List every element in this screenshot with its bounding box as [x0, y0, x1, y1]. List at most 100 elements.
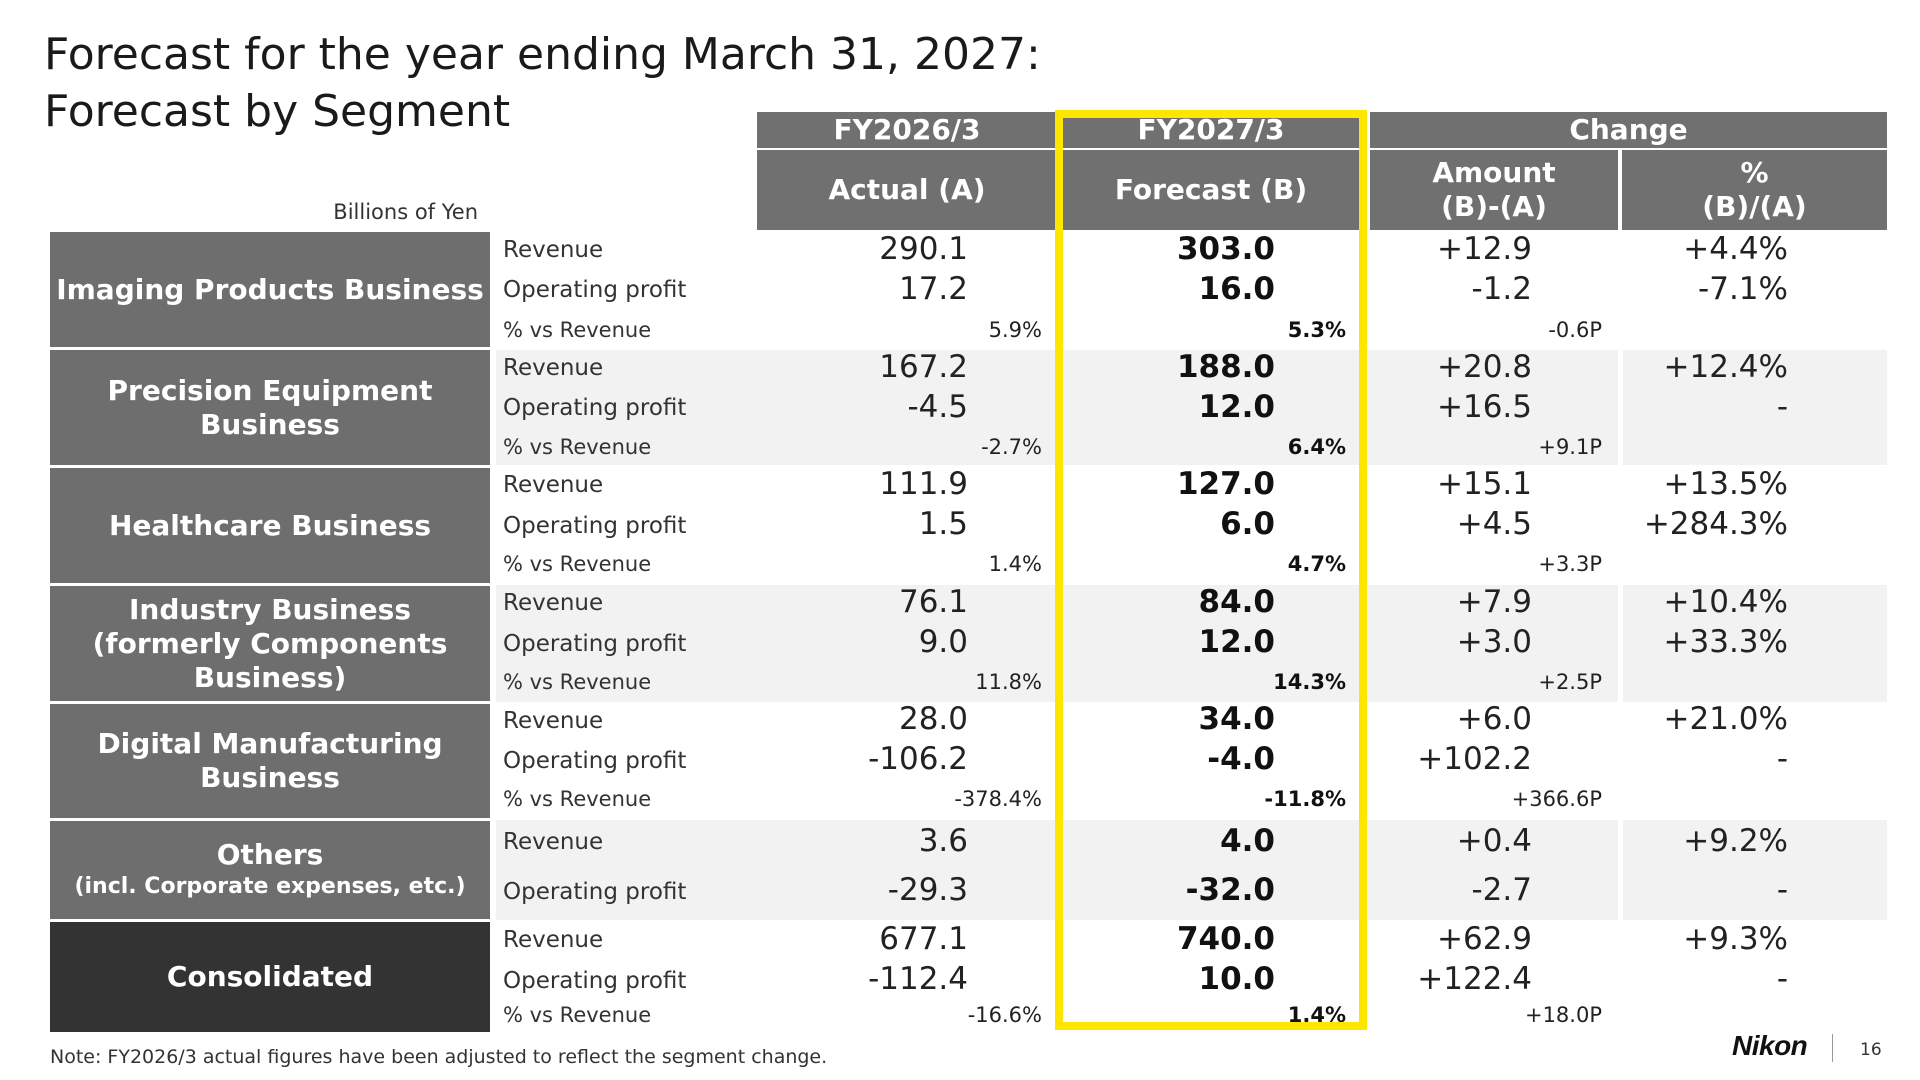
precision-margin-actual: -2.7%: [981, 435, 1042, 459]
healthcare-rev-actual: 111.9: [879, 466, 968, 502]
segment-consolidated: Consolidated: [50, 922, 490, 1032]
consolidated-margin-forecast: 1.4%: [1287, 1003, 1346, 1027]
precision-op-amount: +16.5: [1437, 389, 1532, 425]
consolidated-op-actual: -112.4: [868, 961, 968, 997]
precision-margin-change: +9.1P: [1538, 435, 1602, 459]
segment-others-label-1: Others: [216, 838, 324, 871]
row-label-revenue: Revenue: [503, 927, 604, 953]
units-label: Billions of Yen: [333, 200, 478, 224]
healthcare-margin-actual: 1.4%: [988, 552, 1042, 576]
segment-imaging-label: Imaging Products Business: [56, 272, 484, 306]
consolidated-rev-forecast: 740.0: [1176, 921, 1275, 957]
industry-margin-change: +2.5P: [1538, 670, 1602, 694]
precision-margin-forecast: 6.4%: [1287, 435, 1346, 459]
imaging-rev-amount: +12.9: [1437, 231, 1532, 267]
imaging-op-amount: -1.2: [1471, 271, 1533, 307]
header-change-label: Change: [1569, 113, 1688, 146]
segment-industry: Industry Business (formerly Components B…: [50, 586, 490, 701]
consolidated-margin-change: +18.0P: [1524, 1003, 1602, 1027]
header-amount-line2: (B)-(A): [1441, 190, 1547, 223]
healthcare-rev-forecast: 127.0: [1176, 466, 1275, 502]
precision-rev-forecast: 188.0: [1176, 349, 1275, 385]
imaging-op-actual: 17.2: [898, 271, 968, 307]
row-label-revenue: Revenue: [503, 708, 604, 734]
digital-op-pct: -: [1776, 741, 1788, 777]
imaging-margin-actual: 5.9%: [988, 318, 1042, 342]
row-label-pct: % vs Revenue: [503, 552, 652, 576]
column-divider: [1618, 350, 1623, 465]
row-label-op: Operating profit: [503, 513, 687, 539]
imaging-rev-forecast: 303.0: [1176, 231, 1275, 267]
segment-precision: Precision Equipment Business: [50, 350, 490, 465]
segment-industry-label-1: Industry Business: [129, 592, 411, 626]
industry-op-pct: +33.3%: [1663, 624, 1788, 660]
consolidated-op-pct: -: [1776, 961, 1788, 997]
others-rev-pct: +9.2%: [1683, 823, 1788, 859]
column-divider: [1618, 585, 1623, 702]
precision-rev-actual: 167.2: [879, 349, 968, 385]
title-line-1: Forecast for the year ending March 31, 2…: [44, 29, 1041, 80]
industry-margin-forecast: 14.3%: [1273, 670, 1346, 694]
row-label-op: Operating profit: [503, 395, 687, 421]
row-label-revenue: Revenue: [503, 590, 604, 616]
digital-op-forecast: -4.0: [1207, 741, 1275, 777]
others-op-amount: -2.7: [1471, 872, 1533, 908]
row-band-industry: [496, 585, 1887, 702]
header-pct-line2: (B)/(A): [1702, 190, 1807, 223]
healthcare-op-forecast: 6.0: [1220, 506, 1275, 542]
imaging-margin-forecast: 5.3%: [1287, 318, 1346, 342]
segment-others: Others (incl. Corporate expenses, etc.): [50, 821, 490, 919]
row-label-revenue: Revenue: [503, 355, 604, 381]
consolidated-rev-amount: +62.9: [1437, 921, 1532, 957]
healthcare-op-pct: +284.3%: [1643, 506, 1788, 542]
column-divider: [1618, 820, 1623, 920]
consolidated-rev-actual: 677.1: [879, 921, 968, 957]
segment-digital-label-1: Digital Manufacturing: [97, 727, 443, 760]
industry-rev-amount: +7.9: [1456, 584, 1532, 620]
row-label-op: Operating profit: [503, 277, 687, 303]
others-rev-forecast: 4.0: [1220, 823, 1275, 859]
header-actual: Actual (A): [757, 150, 1057, 230]
row-label-op: Operating profit: [503, 879, 687, 905]
healthcare-op-amount: +4.5: [1456, 506, 1532, 542]
digital-margin-change: +366.6P: [1511, 787, 1602, 811]
header-amount-line1: Amount: [1432, 156, 1556, 189]
segment-healthcare: Healthcare Business: [50, 468, 490, 583]
industry-op-forecast: 12.0: [1198, 624, 1276, 660]
digital-margin-actual: -378.4%: [954, 787, 1042, 811]
healthcare-rev-amount: +15.1: [1437, 466, 1532, 502]
segment-healthcare-label: Healthcare Business: [108, 508, 432, 542]
precision-op-pct: -: [1776, 389, 1788, 425]
others-op-actual: -29.3: [887, 872, 968, 908]
imaging-rev-pct: +4.4%: [1683, 231, 1788, 267]
row-label-pct: % vs Revenue: [503, 435, 652, 459]
imaging-margin-change: -0.6P: [1548, 318, 1602, 342]
row-label-pct: % vs Revenue: [503, 1003, 652, 1027]
row-label-revenue: Revenue: [503, 237, 604, 263]
industry-rev-actual: 76.1: [898, 584, 968, 620]
header-fy2027-label: FY2027/3: [1137, 113, 1285, 146]
healthcare-rev-pct: +13.5%: [1663, 466, 1788, 502]
others-op-forecast: -32.0: [1185, 872, 1275, 908]
header-forecast: Forecast (B): [1061, 150, 1361, 230]
digital-rev-amount: +6.0: [1456, 701, 1532, 737]
digital-rev-pct: +21.0%: [1663, 701, 1788, 737]
row-label-op: Operating profit: [503, 631, 687, 657]
header-fy2026-label: FY2026/3: [833, 113, 981, 146]
consolidated-margin-actual: -16.6%: [967, 1003, 1042, 1027]
header-pct: % (B)/(A): [1622, 150, 1887, 230]
industry-op-actual: 9.0: [918, 624, 968, 660]
header-actual-label: Actual (A): [828, 173, 986, 206]
precision-rev-amount: +20.8: [1437, 349, 1532, 385]
segment-precision-label: Precision Equipment Business: [107, 373, 433, 441]
healthcare-op-actual: 1.5: [918, 506, 968, 542]
segment-others-label-2: (incl. Corporate expenses, etc.): [74, 874, 466, 899]
digital-op-actual: -106.2: [868, 741, 968, 777]
header-fy2027: FY2027/3: [1061, 112, 1361, 148]
consolidated-op-amount: +122.4: [1417, 961, 1532, 997]
header-amount: Amount (B)-(A): [1370, 150, 1618, 230]
segment-industry-label-3: Business): [193, 660, 347, 694]
others-rev-amount: +0.4: [1456, 823, 1532, 859]
imaging-op-pct: -7.1%: [1698, 271, 1788, 307]
industry-rev-forecast: 84.0: [1198, 584, 1276, 620]
